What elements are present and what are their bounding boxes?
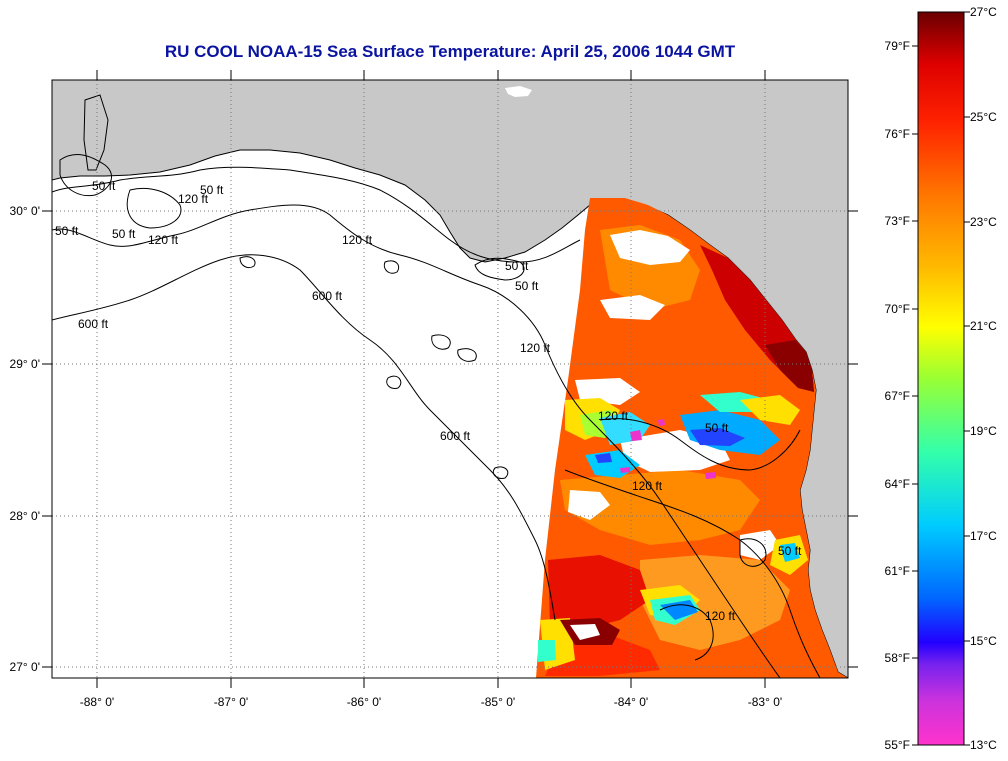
lat-labels: 30° 0' 29° 0' 28° 0' 27° 0' [10,204,40,674]
contour-labels: 50 ft 120 ft 600 ft 50 ft 120 ft 600 ft … [55,179,802,623]
lon-label: -88° 0' [80,695,114,709]
lon-labels: -88° 0' -87° 0' -86° 0' -85° 0' -84° 0' … [80,695,782,709]
colorbar-c-label: 21°C [970,319,997,333]
contour-label: 600 ft [312,289,343,303]
contour-label: 120 ft [598,409,629,423]
graticule [52,80,848,678]
contour-label: 120 ft [705,609,736,623]
land-flag-spot [505,86,532,97]
contour-label: 120 ft [632,479,663,493]
contour-label: 600 ft [440,429,471,443]
colorbar-f-labels: 79°F 76°F 73°F 70°F 67°F 64°F 61°F 58°F … [885,39,910,752]
colorbar-f-label: 67°F [885,389,910,403]
colorbar-c-label: 27°C [970,5,997,19]
colorbar-c-label: 15°C [970,634,997,648]
lat-label: 27° 0' [10,660,40,674]
colorbar-f-label: 64°F [885,477,910,491]
axis-ticks [42,70,858,688]
colorbar-c-label: 19°C [970,424,997,438]
colorbar-c-label: 23°C [970,215,997,229]
lat-label: 29° 0' [10,357,40,371]
sst-swath [536,198,848,678]
colorbar-f-label: 58°F [885,651,910,665]
lon-label: -85° 0' [481,695,515,709]
contour-label: 120 ft [342,233,373,247]
lon-label: -86° 0' [347,695,381,709]
contour-label: 50 ft [112,227,136,241]
colorbar-f-label: 61°F [885,564,910,578]
contour-label: 600 ft [78,317,109,331]
colorbar-f-label: 79°F [885,39,910,53]
map-frame [51,79,849,679]
map-title: RU COOL NOAA-15 Sea Surface Temperature:… [164,42,736,61]
lat-label: 30° 0' [10,204,40,218]
colorbar-c-label: 13°C [970,738,997,752]
colorbar-f-label: 73°F [885,214,910,228]
contour-label: 50 ft [705,421,729,435]
colorbar-f-label: 70°F [885,302,910,316]
lat-label: 28° 0' [10,509,40,523]
colorbar-c-labels: 27°C 25°C 23°C 21°C 19°C 17°C 15°C 13°C [970,5,997,752]
bay-inlet [83,94,109,171]
colorbar-f-label: 55°F [885,738,910,752]
contour-label: 50 ft [505,259,529,273]
lon-label: -84° 0' [614,695,648,709]
lon-label: -83° 0' [748,695,782,709]
colorbar-f-label: 76°F [885,127,910,141]
colorbar [917,11,965,746]
contour-label: 120 ft [520,341,551,355]
contour-label: 50 ft [92,179,116,193]
colorbar-c-label: 25°C [970,110,997,124]
contour-label: 50 ft [200,183,224,197]
lon-label: -87° 0' [214,695,248,709]
contour-label: 50 ft [55,224,79,238]
contour-label: 50 ft [515,279,539,293]
colorbar-ticks [912,11,970,746]
contour-label: 120 ft [148,233,179,247]
bathymetry-contours [52,154,821,678]
colorbar-c-label: 17°C [970,529,997,543]
contour-label: 120 ft [178,192,209,206]
contour-label: 50 ft [778,544,802,558]
